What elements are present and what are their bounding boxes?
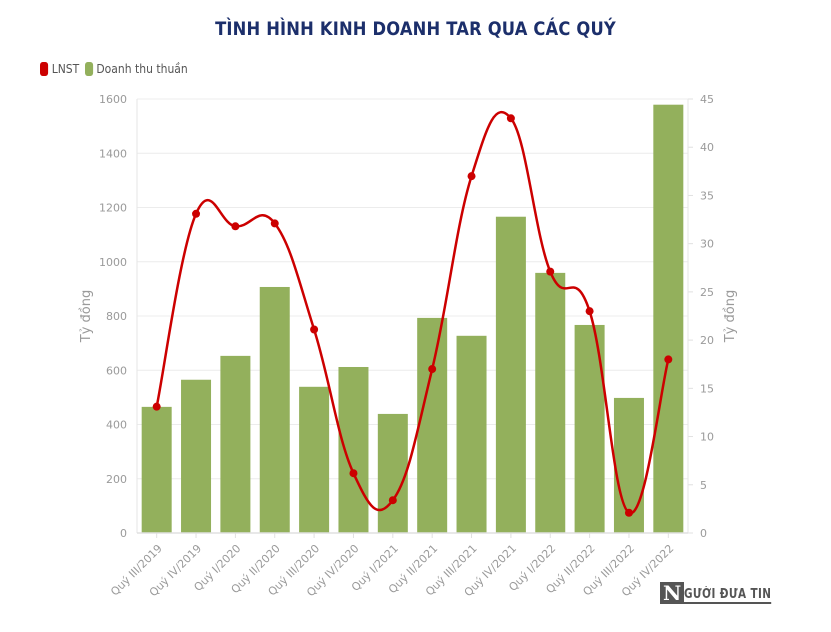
- y-tick-right: 30: [700, 238, 714, 251]
- legend-item-revenue[interactable]: Doanh thu thuần: [84, 62, 188, 76]
- y-tick-right: 25: [700, 286, 714, 299]
- logo-initial: N: [660, 582, 685, 604]
- bar-revenue[interactable]: [456, 335, 487, 533]
- legend-swatch-lnst: [40, 62, 49, 76]
- legend: LNST Doanh thu thuần: [40, 62, 193, 76]
- bar-revenue[interactable]: [495, 216, 526, 533]
- bar-revenue[interactable]: [417, 317, 448, 533]
- y-tick-right: 5: [700, 479, 707, 492]
- legend-item-lnst[interactable]: LNST: [40, 62, 79, 76]
- bar-revenue[interactable]: [299, 386, 330, 533]
- bar-revenue[interactable]: [535, 272, 566, 533]
- y-tick-left: 400: [106, 419, 127, 432]
- point-lnst[interactable]: [231, 222, 240, 231]
- point-lnst[interactable]: [310, 325, 319, 334]
- y-tick-right: 15: [700, 382, 714, 395]
- point-lnst[interactable]: [546, 267, 555, 276]
- bar-revenue[interactable]: [220, 355, 251, 533]
- y-tick-right: 45: [700, 93, 714, 106]
- y-tick-left: 1400: [99, 147, 127, 160]
- legend-label-lnst: LNST: [51, 62, 80, 76]
- point-lnst[interactable]: [192, 209, 201, 218]
- bar-revenue[interactable]: [181, 379, 212, 533]
- y-axis-title-left: Tỷ đồng: [79, 290, 94, 343]
- y-tick-left: 800: [106, 310, 127, 323]
- point-lnst[interactable]: [467, 172, 476, 181]
- y-tick-right: 40: [700, 141, 714, 154]
- watermark-logo: N GƯỜI ĐƯA TIN: [660, 582, 793, 604]
- y-tick-left: 1600: [99, 93, 127, 106]
- y-tick-left: 600: [106, 364, 127, 377]
- point-lnst[interactable]: [388, 496, 397, 505]
- point-lnst[interactable]: [349, 469, 358, 478]
- legend-swatch-revenue: [84, 62, 93, 76]
- point-lnst[interactable]: [624, 508, 633, 517]
- bar-revenue[interactable]: [141, 406, 172, 533]
- y-tick-right: 0: [700, 527, 707, 540]
- y-tick-left: 1200: [99, 202, 127, 215]
- chart-title: TÌNH HÌNH KINH DOANH TAR QUA CÁC QUÝ: [215, 18, 616, 40]
- point-lnst[interactable]: [152, 402, 161, 411]
- bar-revenue[interactable]: [653, 104, 684, 533]
- y-tick-right: 35: [700, 189, 714, 202]
- y-tick-left: 200: [106, 473, 127, 486]
- y-tick-left: 1000: [99, 256, 127, 269]
- y-axis-title-right: Tỷ đồng: [723, 290, 738, 343]
- logo-text: GƯỜI ĐƯA TIN: [684, 587, 772, 604]
- y-tick-right: 20: [700, 334, 714, 347]
- y-tick-left: 0: [120, 527, 127, 540]
- point-lnst[interactable]: [270, 219, 279, 228]
- y-tick-right: 10: [700, 431, 714, 444]
- point-lnst[interactable]: [428, 365, 437, 374]
- point-lnst[interactable]: [585, 307, 594, 316]
- bar-revenue[interactable]: [338, 366, 369, 533]
- bar-revenue[interactable]: [259, 286, 290, 533]
- point-lnst[interactable]: [664, 355, 673, 364]
- point-lnst[interactable]: [506, 114, 515, 123]
- bar-revenue[interactable]: [377, 413, 408, 533]
- legend-label-revenue: Doanh thu thuần: [96, 62, 188, 76]
